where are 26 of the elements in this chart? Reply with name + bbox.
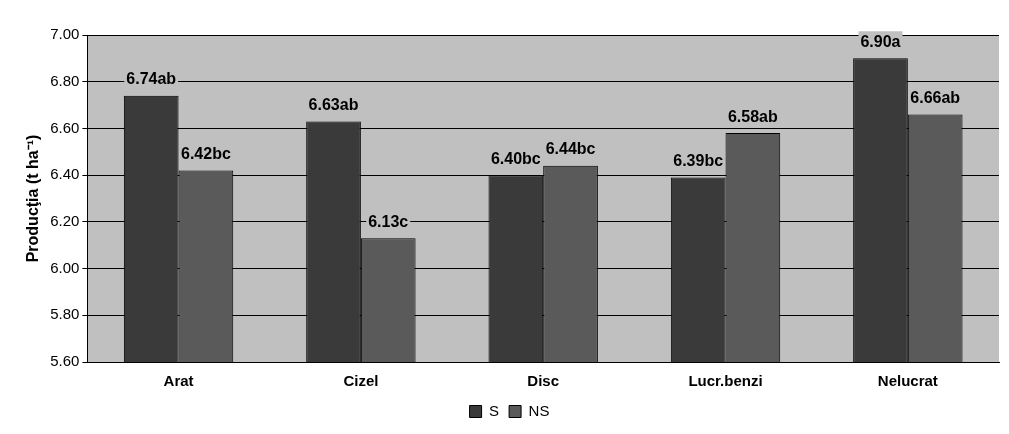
y-tick-label: 6.80 [50,71,80,89]
x-tick-label: Lucr.benzi [688,372,763,390]
data-label: 6.39bc [673,151,724,169]
data-label: 6.90a [860,32,901,50]
data-label: 6.44bc [545,140,596,158]
legend-label: NS [528,401,550,419]
data-label: 6.74ab [126,70,177,88]
data-label: 6.13c [368,212,409,230]
legend-label: S [489,401,500,419]
data-label: 6.40bc [490,149,541,167]
x-tick-label: Nelucrat [877,372,938,390]
y-tick-label: 6.00 [50,258,80,276]
y-tick-label: 7.00 [50,25,80,43]
data-label: 6.58ab [727,107,778,125]
data-label: 6.66ab [910,88,961,106]
y-tick-label: 5.80 [50,305,80,323]
y-tick-label: 5.60 [50,352,80,370]
y-tick-label: 6.60 [50,118,80,136]
y-tick-label: 6.20 [50,212,80,229]
y-axis-title: Producţia (t ha⁻¹) [24,134,42,263]
x-tick-label: Arat [163,372,194,390]
data-label: 6.42bc [181,144,231,162]
y-tick-label: 6.40 [50,165,80,183]
x-tick-label: Disc [527,372,560,390]
x-tick-label: Cizel [343,372,379,390]
data-label: 6.63ab [308,95,359,113]
